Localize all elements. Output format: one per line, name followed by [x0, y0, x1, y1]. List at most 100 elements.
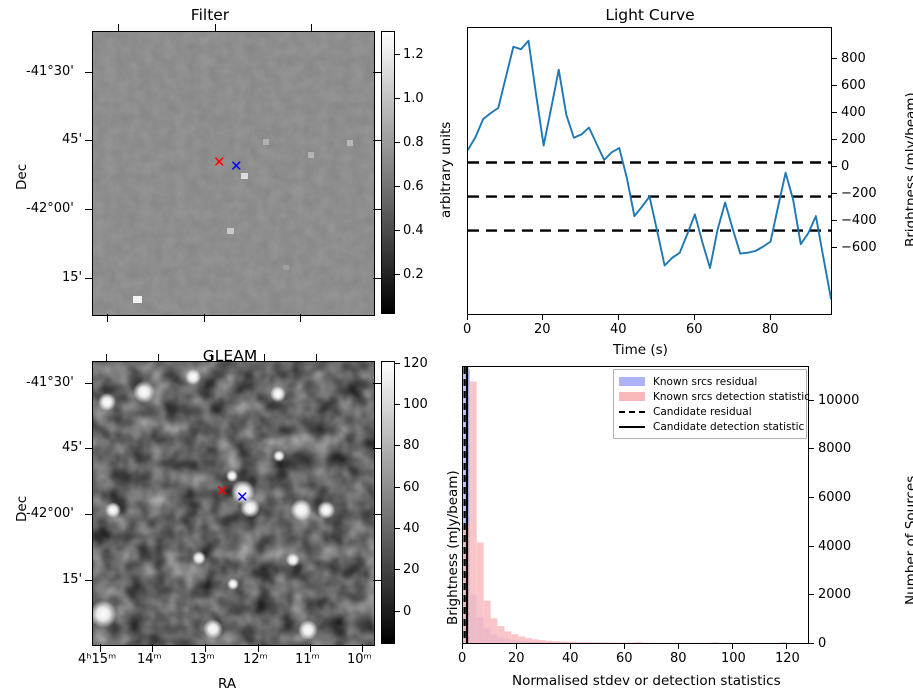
lc-ytick-0: [832, 58, 837, 60]
filter-cbar-tick-4: [395, 230, 400, 232]
gleam-panel-title: GLEAM: [202, 347, 258, 365]
gleam-tick-top-3: [264, 354, 266, 362]
lc-ytick-3: [832, 139, 837, 141]
filter-tick-left-2: [85, 209, 93, 211]
lc-xlabel-1: 20: [534, 322, 551, 337]
lightcurve-axes: [467, 27, 832, 315]
histogram-ylabel: Number of Sources: [903, 475, 913, 605]
filter-cbar-label-2: 0.8: [403, 135, 424, 150]
gleam-tick-bottom-1: [152, 644, 154, 652]
hist-xtick-2: [570, 644, 572, 649]
hist-xlabel-0: 0: [458, 651, 467, 666]
gleam-cbar-label-3: 60: [403, 480, 420, 495]
histogram-bar: [635, 641, 643, 643]
gleam-cbar-label-5: 20: [403, 562, 420, 577]
legend-swatch-known-srcs-detection-statistic: [619, 392, 645, 401]
filter-tick-right-2: [373, 209, 381, 211]
filter-tick-right-0: [373, 72, 381, 74]
gleam-tick-right-0: [373, 383, 381, 385]
filter-cbar-label-3: 0.6: [403, 179, 424, 194]
legend-line-candidate-detection-statistic: [619, 425, 645, 428]
gleam-cbar-label-6: 0: [403, 604, 412, 619]
histogram-bar: [607, 642, 615, 643]
gleam-xtick-1: 14ᵐ: [137, 652, 162, 667]
gleam-tick-right-3: [373, 580, 381, 582]
filter-image: ✕ ✕: [92, 31, 375, 316]
legend-row-2: Candidate residual: [619, 404, 800, 419]
lightcurve-plot-area: [468, 39, 831, 300]
histogram-bar: [559, 641, 567, 643]
hist-ylabel-1: 2000: [818, 587, 852, 602]
histogram-bar: [504, 631, 512, 643]
gleam-tick-top-4: [316, 354, 318, 362]
hist-ylabel-0: 0: [818, 636, 827, 651]
gleam-cbar-label-4: 40: [403, 521, 420, 536]
filter-blue-cross-marker: ✕: [230, 157, 243, 175]
hist-xlabel-3: 60: [616, 651, 633, 666]
gleam-tick-right-1: [373, 448, 381, 450]
gleam-red-cross-marker: ✕: [216, 482, 229, 500]
hist-ylabel-3: 6000: [818, 490, 852, 505]
gleam-cbar-label-1: 100: [403, 397, 428, 412]
lc-xtick-2: [618, 315, 620, 320]
filter-cbar-tick-2: [395, 142, 400, 144]
lc-ytick-4: [832, 166, 837, 168]
filter-ytick-1: 45': [62, 132, 83, 147]
filter-cbar-tick-1: [395, 98, 400, 100]
gleam-xtick-3: 12ᵐ: [243, 652, 268, 667]
legend-label-3: Candidate detection statistic: [653, 420, 805, 433]
legend-swatch-known-srcs-residual: [619, 377, 645, 386]
hist-xtick-6: [786, 644, 788, 649]
histogram-bar: [573, 641, 581, 643]
gleam-xlabel: RA: [218, 676, 237, 692]
gleam-tick-left-3: [85, 580, 93, 582]
filter-tick-bottom-1: [204, 314, 206, 322]
legend-label-2: Candidate residual: [653, 405, 752, 418]
lc-ylabel-5: −200: [841, 186, 877, 201]
gleam-tick-bottom-3: [258, 644, 260, 652]
hist-xlabel-4: 80: [670, 651, 687, 666]
histogram-bar: [780, 642, 788, 643]
lc-xlabel-0: 0: [463, 322, 472, 337]
lc-xtick-3: [694, 315, 696, 320]
gleam-tick-top-0: [106, 354, 108, 362]
gleam-ytick-1: 45': [62, 440, 83, 455]
gleam-cbar-tick-4: [395, 528, 400, 530]
histogram-xlabel: Normalised stdev or detection statistics: [512, 673, 781, 689]
gleam-cbar-tick-0: [395, 363, 400, 365]
filter-cbar-label-1: 1.0: [403, 91, 424, 106]
hist-xtick-3: [624, 644, 626, 649]
lightcurve-title: Light Curve: [605, 6, 695, 24]
histogram-bar: [580, 642, 588, 643]
lc-xtick-1: [542, 315, 544, 320]
gleam-xtick-4: 11ᵐ: [295, 652, 320, 667]
gleam-cbar-tick-6: [395, 611, 400, 613]
hist-ytick-1: [809, 594, 814, 596]
filter-cbar-label-0: 1.2: [403, 47, 424, 62]
filter-red-cross-marker: ✕: [213, 153, 226, 171]
filter-noise-map: [93, 32, 374, 315]
histogram-bar: [566, 641, 574, 643]
lc-ytick-2: [832, 112, 837, 114]
gleam-colorbar-gradient: [382, 362, 394, 643]
hist-xtick-1: [516, 644, 518, 649]
hist-ytick-2: [809, 546, 814, 548]
histogram-bar: [483, 600, 491, 643]
filter-cbar-tick-3: [395, 186, 400, 188]
gleam-blue-cross-marker: ✕: [236, 488, 249, 506]
legend-line-candidate-residual: [619, 410, 645, 413]
lc-ylabel-1: 600: [841, 78, 866, 93]
gleam-tick-left-1: [85, 448, 93, 450]
lc-xlabel-4: 80: [762, 322, 779, 337]
gleam-point-sources: [93, 369, 335, 640]
gleam-tick-bottom-4: [310, 644, 312, 652]
histogram-bar: [538, 640, 546, 643]
legend-row-3: Candidate detection statistic: [619, 419, 804, 434]
gleam-xtick-0: 4ʰ15ᵐ: [78, 652, 117, 667]
lightcurve-xlabel: Time (s): [613, 342, 668, 358]
hist-xlabel-6: 120: [775, 651, 800, 666]
histogram-bar: [525, 638, 532, 643]
gleam-image: ✕ ✕: [92, 361, 375, 646]
hist-ytick-3: [809, 497, 814, 499]
